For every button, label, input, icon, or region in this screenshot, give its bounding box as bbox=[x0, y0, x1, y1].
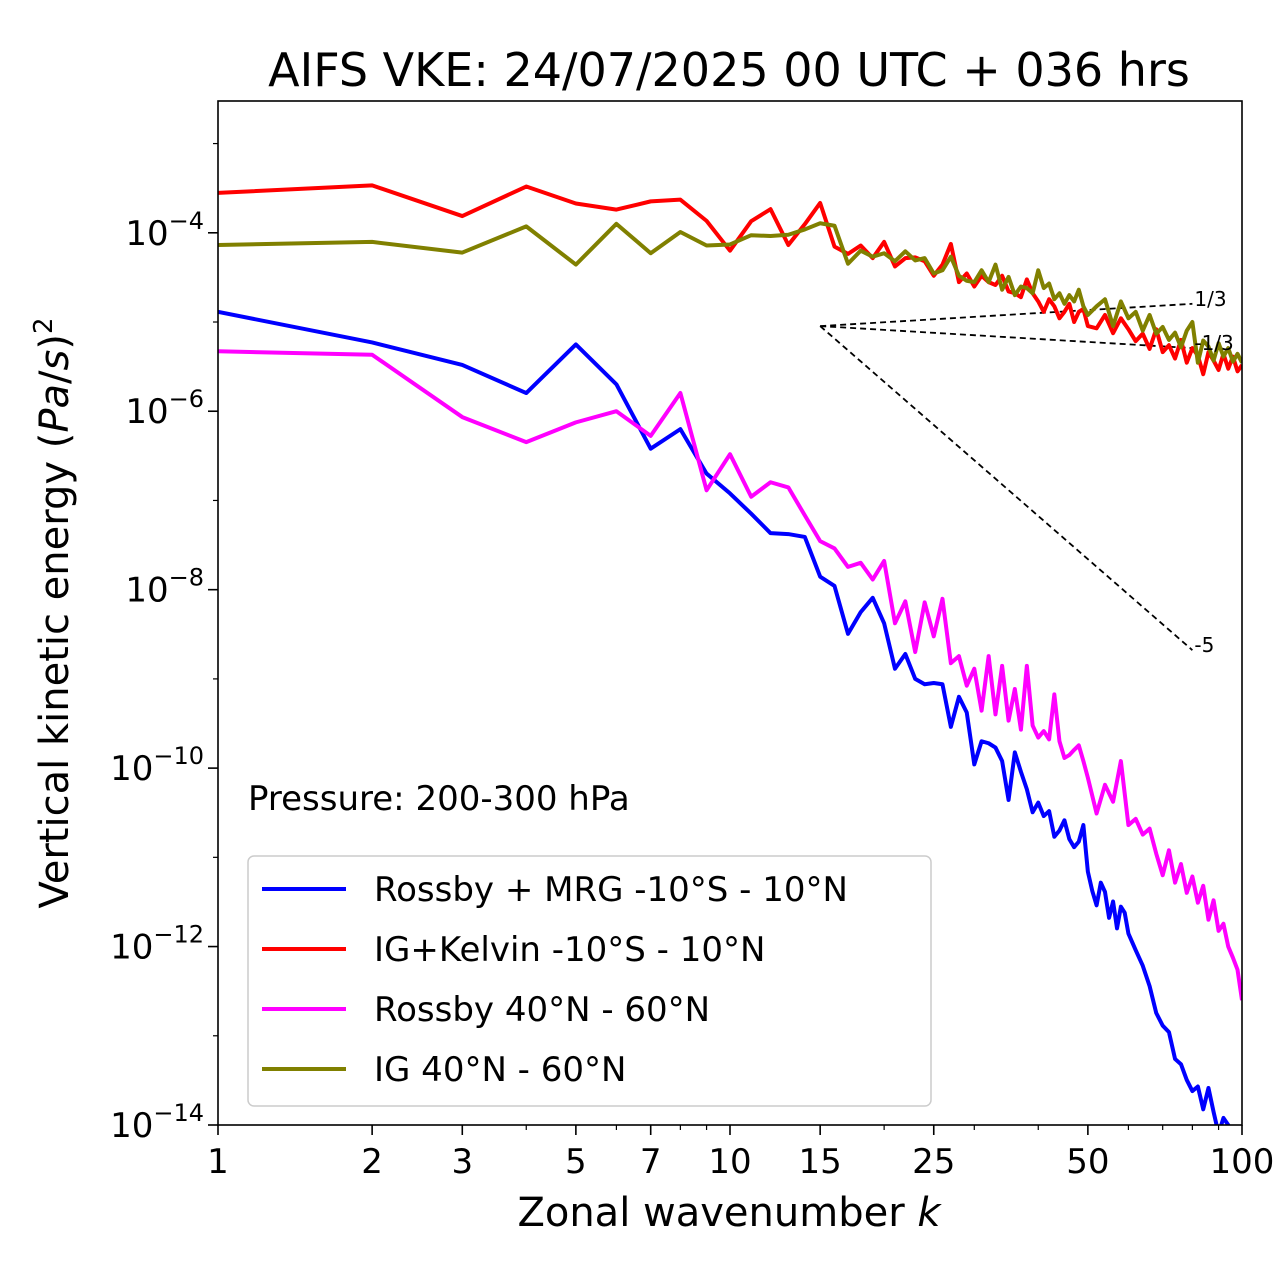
x-tick-label: 1 bbox=[207, 1142, 229, 1182]
legend-label-2: IG+Kelvin -10°S - 10°N bbox=[374, 930, 765, 970]
series-line-1 bbox=[218, 309, 1231, 1125]
series-line-4 bbox=[218, 221, 1242, 365]
y-axis: 10−14 10−12 10−10 10−8 10−6 10−4 bbox=[110, 142, 218, 1146]
y-tick-label: 10−6 bbox=[125, 385, 204, 432]
x-tick-label: 2 bbox=[361, 1142, 383, 1182]
legend-box bbox=[247, 855, 932, 1107]
reference-line-label-3: -5 bbox=[1194, 633, 1214, 657]
reference-line-1 bbox=[820, 302, 1193, 327]
y-tick-label: 10−8 bbox=[125, 564, 204, 611]
x-tick-label: 100 bbox=[1210, 1142, 1275, 1182]
x-tick-label: 3 bbox=[451, 1142, 473, 1182]
x-tick-label: 7 bbox=[640, 1142, 662, 1182]
chart-title: AIFS VKE: 24/07/2025 00 UTC + 036 hrs bbox=[268, 43, 1190, 97]
legend-label-1: Rossby + MRG -10°S - 10°N bbox=[374, 870, 848, 910]
legend-label-4: IG 40°N - 60°N bbox=[374, 1050, 626, 1090]
pressure-annotation: Pressure: 200-300 hPa bbox=[248, 779, 630, 819]
y-tick-label: 10−10 bbox=[110, 742, 204, 789]
y-tick-label: 10−4 bbox=[125, 207, 204, 254]
y-tick-label: 10−14 bbox=[110, 1099, 204, 1146]
reference-line-label-1: 1/3 bbox=[1194, 287, 1226, 311]
reference-line-label-2: -1/3 bbox=[1194, 331, 1233, 355]
x-axis: 1 2 3 5 7 10 15 25 50 100 bbox=[207, 1125, 1274, 1182]
x-tick-label: 25 bbox=[912, 1142, 955, 1182]
plot-area bbox=[218, 183, 1242, 1125]
legend-label-3: Rossby 40°N - 60°N bbox=[374, 990, 710, 1030]
reference-line-3 bbox=[819, 325, 1193, 651]
reference-line-2 bbox=[820, 325, 1193, 350]
x-tick-label: 10 bbox=[708, 1142, 751, 1182]
y-tick-label: 10−12 bbox=[110, 921, 204, 968]
x-tick-label: 5 bbox=[565, 1142, 587, 1182]
series-line-3 bbox=[218, 349, 1242, 1001]
x-axis-label: Zonal wavenumber k bbox=[517, 1190, 942, 1236]
y-axis-label: Vertical kinetic energy (Pa/s)2 bbox=[29, 317, 78, 908]
legend: Rossby + MRG -10°S - 10°N IG+Kelvin -10°S… bbox=[247, 855, 932, 1107]
x-tick-label: 50 bbox=[1066, 1142, 1109, 1182]
x-tick-label: 15 bbox=[799, 1142, 842, 1182]
